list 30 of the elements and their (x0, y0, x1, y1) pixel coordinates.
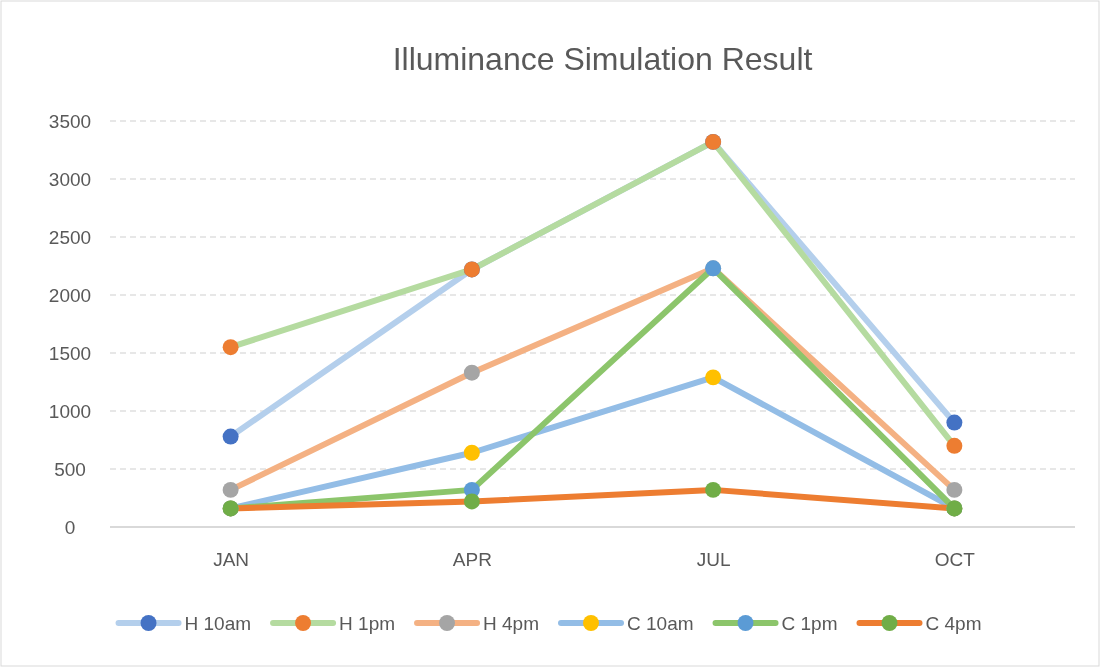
y-tick-label: 2000 (48, 284, 92, 306)
legend-label: C 10am (627, 613, 694, 634)
y-tick-label: 1000 (48, 400, 92, 422)
y-tick-label: 500 (54, 458, 86, 480)
legend-label: C 4pm (925, 613, 982, 634)
legend-label: H 4pm (483, 613, 539, 634)
x-tick-label: OCT (934, 549, 976, 571)
point (463, 364, 480, 381)
point (463, 493, 480, 510)
y-tick-label: 0 (64, 516, 76, 538)
point (222, 428, 239, 445)
point (463, 444, 480, 461)
point (222, 481, 239, 498)
point (946, 481, 963, 498)
chart-title: Illuminance Simulation Result (392, 41, 813, 77)
y-tick-label: 3500 (48, 110, 92, 132)
legend-label: H 10am (184, 613, 252, 634)
y-tick-label: 1500 (48, 342, 92, 364)
legend-label: H 1pm (339, 613, 396, 634)
point (946, 414, 963, 431)
point (705, 481, 722, 498)
point (705, 369, 722, 386)
point (946, 437, 963, 454)
legend-label: C 1pm (781, 613, 838, 634)
y-tick-label: 3000 (48, 168, 92, 190)
x-tick-label: JUL (696, 549, 731, 571)
x-tick-label: APR (452, 549, 492, 571)
x-tick-label: JAN (213, 549, 250, 571)
point (222, 339, 239, 356)
y-tick-label: 2500 (48, 226, 92, 248)
